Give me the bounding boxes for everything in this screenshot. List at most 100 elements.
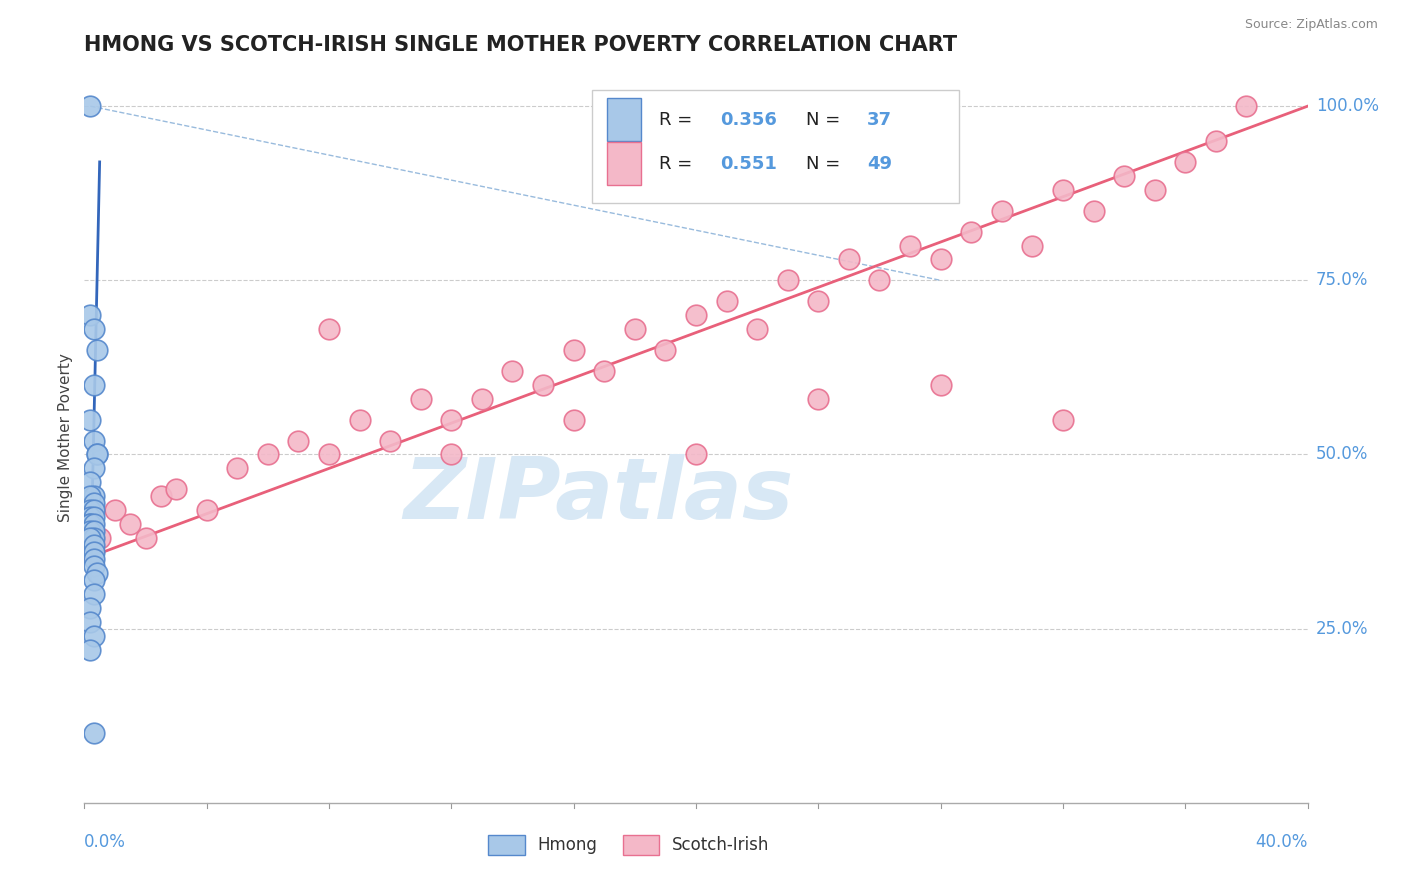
Point — [869, 273, 891, 287]
Point — [79, 517, 101, 532]
Text: 75.0%: 75.0% — [1316, 271, 1368, 289]
Point — [1052, 183, 1074, 197]
Point — [1083, 203, 1105, 218]
FancyBboxPatch shape — [606, 143, 641, 185]
Text: R =: R = — [659, 154, 699, 172]
Point — [83, 573, 105, 587]
Point — [1143, 183, 1166, 197]
Point — [79, 412, 101, 426]
Point — [83, 629, 105, 643]
Point — [562, 412, 585, 426]
Point — [685, 308, 707, 322]
Point — [409, 392, 432, 406]
Point — [79, 475, 101, 490]
FancyBboxPatch shape — [592, 90, 959, 203]
Point — [562, 343, 585, 357]
Point — [135, 531, 157, 545]
Point — [83, 726, 105, 740]
Point — [79, 517, 101, 532]
Point — [83, 322, 105, 336]
Point — [318, 448, 340, 462]
Point — [226, 461, 249, 475]
Point — [1174, 155, 1197, 169]
Text: 0.356: 0.356 — [720, 111, 778, 128]
FancyBboxPatch shape — [623, 835, 659, 855]
Text: Hmong: Hmong — [537, 836, 596, 855]
Text: 50.0%: 50.0% — [1316, 445, 1368, 464]
Point — [807, 294, 830, 309]
Point — [83, 510, 105, 524]
Point — [929, 377, 952, 392]
Point — [349, 412, 371, 426]
Point — [83, 434, 105, 448]
Point — [624, 322, 647, 336]
Point — [898, 238, 921, 252]
Point — [257, 448, 280, 462]
Point — [89, 531, 111, 545]
Point — [79, 615, 101, 629]
Point — [83, 552, 105, 566]
Point — [79, 308, 101, 322]
Text: N =: N = — [806, 154, 846, 172]
Point — [86, 566, 108, 580]
Point — [79, 642, 101, 657]
Text: 0.0%: 0.0% — [84, 833, 127, 851]
Point — [716, 294, 738, 309]
Point — [471, 392, 494, 406]
Point — [1114, 169, 1136, 183]
Point — [195, 503, 218, 517]
Point — [83, 517, 105, 532]
Text: ZIPatlas: ZIPatlas — [404, 454, 793, 537]
Point — [807, 392, 830, 406]
Point — [838, 252, 860, 267]
Point — [287, 434, 309, 448]
Text: 100.0%: 100.0% — [1316, 97, 1379, 115]
Point — [1021, 238, 1043, 252]
Point — [86, 448, 108, 462]
FancyBboxPatch shape — [606, 98, 641, 141]
Text: 25.0%: 25.0% — [1316, 620, 1368, 638]
Point — [991, 203, 1014, 218]
Point — [440, 448, 463, 462]
Point — [86, 448, 108, 462]
Point — [531, 377, 554, 392]
Y-axis label: Single Mother Poverty: Single Mother Poverty — [58, 352, 73, 522]
FancyBboxPatch shape — [488, 835, 524, 855]
Point — [79, 99, 101, 113]
Point — [83, 503, 105, 517]
Point — [79, 600, 101, 615]
Point — [1205, 134, 1227, 148]
Point — [960, 225, 983, 239]
Point — [120, 517, 142, 532]
Point — [593, 364, 616, 378]
Point — [79, 510, 101, 524]
Point — [83, 524, 105, 538]
Point — [654, 343, 676, 357]
Point — [83, 489, 105, 503]
Point — [83, 558, 105, 573]
Point — [685, 448, 707, 462]
Point — [79, 517, 101, 532]
Point — [318, 322, 340, 336]
Text: R =: R = — [659, 111, 699, 128]
Text: 0.551: 0.551 — [720, 154, 778, 172]
Text: HMONG VS SCOTCH-IRISH SINGLE MOTHER POVERTY CORRELATION CHART: HMONG VS SCOTCH-IRISH SINGLE MOTHER POVE… — [84, 35, 957, 54]
Point — [1052, 412, 1074, 426]
Point — [83, 545, 105, 559]
Point — [149, 489, 172, 503]
Point — [380, 434, 402, 448]
Text: 37: 37 — [868, 111, 893, 128]
Point — [83, 531, 105, 545]
Point — [929, 252, 952, 267]
Point — [79, 503, 101, 517]
Point — [165, 483, 187, 497]
Point — [747, 322, 769, 336]
Text: Scotch-Irish: Scotch-Irish — [672, 836, 769, 855]
Text: Source: ZipAtlas.com: Source: ZipAtlas.com — [1244, 18, 1378, 31]
Point — [83, 538, 105, 552]
Text: 49: 49 — [868, 154, 893, 172]
Point — [83, 377, 105, 392]
Point — [104, 503, 127, 517]
Point — [79, 489, 101, 503]
Point — [83, 496, 105, 510]
